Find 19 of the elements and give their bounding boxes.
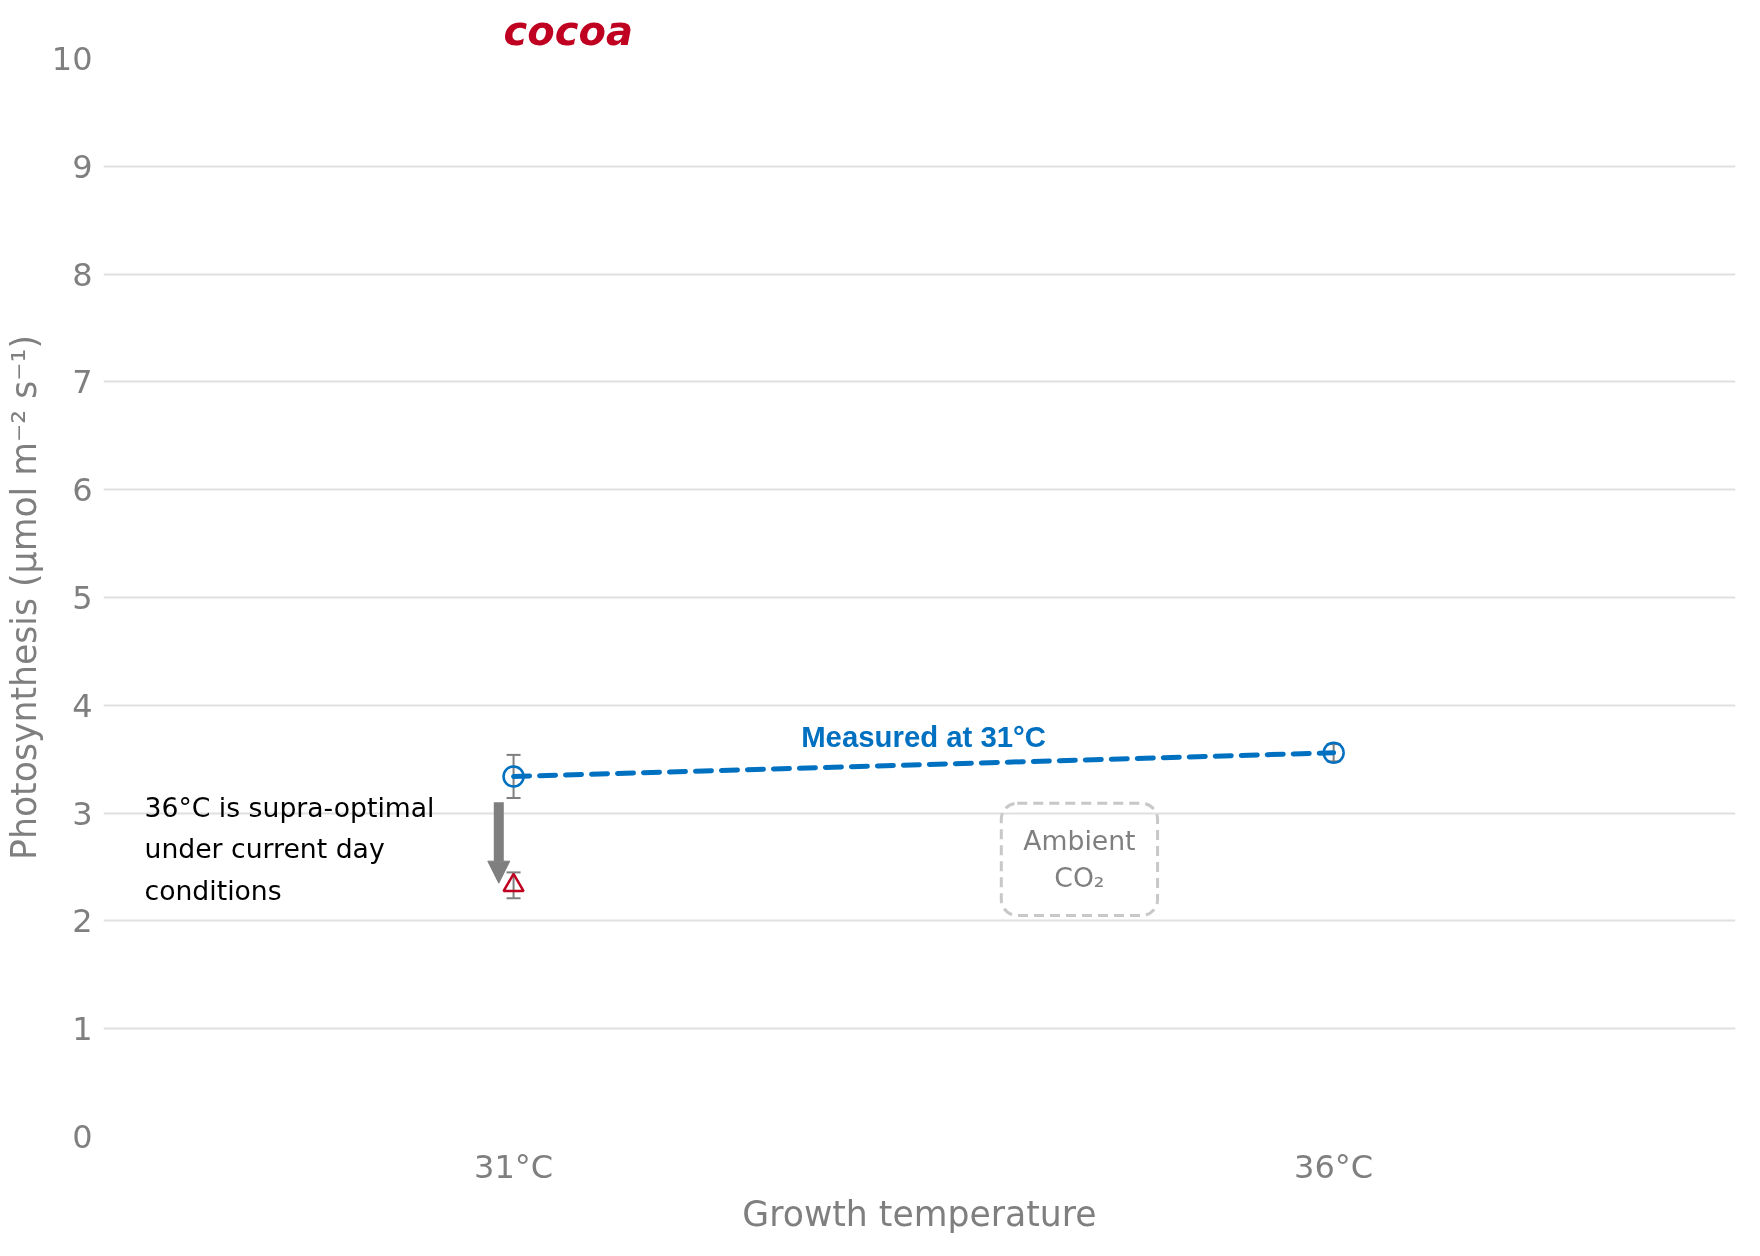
x-axis-title: Growth temperature — [742, 1193, 1097, 1234]
y-tick-label: 2 — [72, 902, 93, 941]
y-tick-label: 9 — [72, 147, 93, 186]
y-tick-label: 3 — [72, 794, 93, 833]
y-tick-label: 10 — [51, 40, 93, 78]
y-tick-label: 6 — [72, 471, 93, 510]
series-label: Measured at 31°C — [801, 719, 1047, 753]
y-tick-label: 8 — [72, 255, 93, 294]
y-tick-label: 7 — [72, 363, 93, 402]
y-tick-label: 1 — [72, 1010, 93, 1049]
y-tick-label: 0 — [72, 1118, 93, 1156]
x-tick-label: 31°C — [474, 1147, 554, 1186]
y-axis-title: Photosynthesis (µmol m⁻² s⁻¹) — [3, 335, 44, 860]
y-tick-label: 4 — [72, 686, 93, 725]
x-tick-label: 36°C — [1294, 1147, 1374, 1186]
y-tick-label: 5 — [72, 579, 93, 617]
annotation: Ambient CO₂ — [1023, 825, 1136, 894]
chart-title: cocoa — [503, 7, 633, 54]
annotation: 36°C is supra-optimal under current day conditions — [144, 791, 435, 907]
